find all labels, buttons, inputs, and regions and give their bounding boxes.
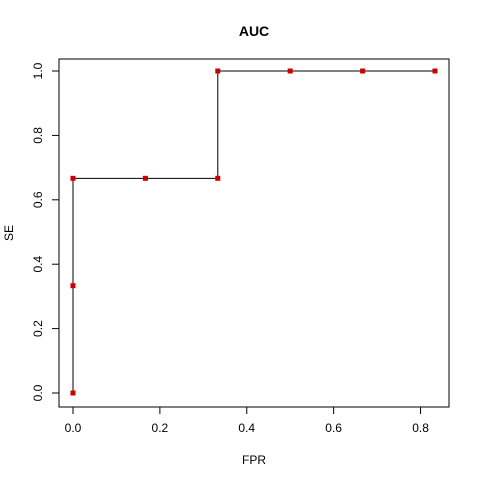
roc-curve-line (72, 70, 435, 393)
x-axis-label: FPR (242, 453, 266, 467)
x-tick-label: 0.2 (152, 421, 169, 435)
plot-frame (58, 58, 450, 408)
data-point (70, 283, 76, 289)
data-point (70, 390, 76, 396)
y-tick-label: 0.6 (31, 191, 45, 208)
data-point (70, 175, 76, 181)
y-tick-label: 0.4 (31, 256, 45, 273)
data-point (215, 175, 221, 181)
y-axis: 0.0 0.2 0.4 0.6 0.8 1.0 (31, 62, 60, 401)
series-layer (70, 68, 438, 396)
x-tick-label: 0.0 (65, 421, 82, 435)
y-tick-label: 0.0 (31, 384, 45, 401)
data-point (360, 68, 366, 74)
data-point (287, 68, 293, 74)
y-axis-label: SE (2, 225, 16, 241)
x-axis: 0.0 0.2 0.4 0.6 0.8 (65, 406, 429, 435)
data-point (215, 68, 221, 74)
x-tick-label: 0.4 (238, 421, 255, 435)
y-tick-label: 1.0 (31, 62, 45, 79)
chart-title: AUC (239, 23, 269, 39)
x-tick-label: 0.6 (325, 421, 342, 435)
x-tick-label: 0.8 (412, 421, 429, 435)
y-tick-label: 0.2 (31, 320, 45, 337)
y-tick-label: 0.8 (31, 127, 45, 144)
data-point (432, 68, 438, 74)
data-point (142, 175, 148, 181)
